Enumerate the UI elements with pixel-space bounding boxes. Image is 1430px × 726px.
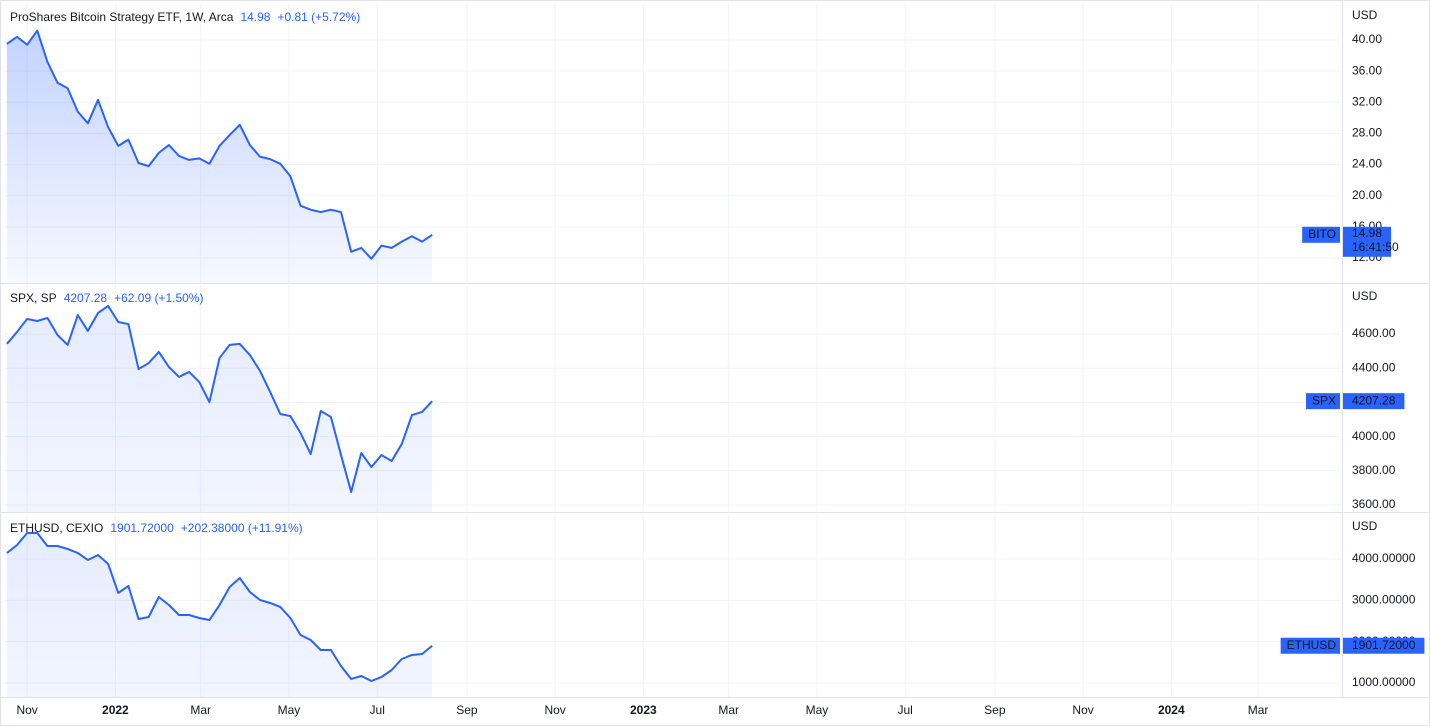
y-tick-label: 4000.00 <box>1352 429 1396 443</box>
price-line <box>6 531 433 682</box>
plots <box>6 29 433 697</box>
badge-price: 14.98 <box>1352 226 1382 240</box>
badge-price: 4207.28 <box>1352 393 1396 407</box>
y-tick-label: 20.00 <box>1352 188 1382 202</box>
price-change: +62.09 (+1.50%) <box>114 291 203 305</box>
x-tick-label: 2024 <box>1158 703 1185 717</box>
x-tick-label: Mar <box>1248 703 1269 717</box>
price-unit: USD <box>1352 8 1378 22</box>
badge-symbol-box <box>1302 226 1340 243</box>
y-tick-label: 1000.00000 <box>1352 675 1416 689</box>
price-change: +0.81 (+5.72%) <box>277 10 360 24</box>
y-tick-label: 40.00 <box>1352 32 1382 46</box>
area-fill <box>6 305 433 512</box>
price-line <box>6 304 433 493</box>
price-line <box>6 29 433 260</box>
y-tick-label: 36.00 <box>1352 63 1382 77</box>
price-unit: USD <box>1352 289 1378 303</box>
x-tick-label: 2023 <box>630 703 657 717</box>
x-tick-label: Sep <box>456 703 478 717</box>
symbol-title: SPX, SP <box>10 291 57 305</box>
x-tick-label: 2022 <box>102 703 129 717</box>
badge-price: 1901.72000 <box>1352 638 1416 652</box>
symbol-title: ETHUSD, CEXIO <box>10 521 103 535</box>
y-tick-label: 28.00 <box>1352 126 1382 140</box>
y-tick-label: 4000.00000 <box>1352 551 1416 565</box>
x-tick-label: Nov <box>1072 703 1093 717</box>
badge-symbol-box <box>1280 637 1340 654</box>
x-tick-label: Mar <box>190 703 211 717</box>
x-tick-label: Nov <box>16 703 37 717</box>
x-tick-label: Jul <box>370 703 385 717</box>
x-tick-label: Sep <box>984 703 1006 717</box>
x-tick-label: May <box>806 703 829 717</box>
y-tick-label: 32.00 <box>1352 94 1382 108</box>
area-fill <box>6 30 433 283</box>
series-legend: SPX, SP 4207.28 +62.09 (+1.50%) <box>10 291 203 305</box>
badge-price-box <box>1343 637 1425 654</box>
y-tick-label: 24.00 <box>1352 157 1382 171</box>
y-tick-label: 3600.00 <box>1352 497 1396 511</box>
countdown: 16:41:50 <box>1352 240 1399 254</box>
price-unit: USD <box>1352 519 1378 533</box>
last-price: 14.98 <box>240 10 270 24</box>
badge-symbol: BITO <box>1308 227 1336 241</box>
badge-symbol-box <box>1305 393 1340 410</box>
last-price: 1901.72000 <box>110 521 174 535</box>
price-change: +202.38000 (+11.91%) <box>181 521 303 535</box>
series-legend: ETHUSD, CEXIO 1901.72000 +202.38000 (+11.9… <box>10 521 303 535</box>
y-tick-label: 3800.00 <box>1352 463 1396 477</box>
last-price: 4207.28 <box>64 291 108 305</box>
badge-price-box <box>1343 393 1405 410</box>
x-tick-label: Mar <box>718 703 739 717</box>
x-tick-label: Jul <box>897 703 912 717</box>
badge-symbol: SPX <box>1312 393 1336 407</box>
y-tick-label: 4600.00 <box>1352 326 1396 340</box>
x-tick-label: Nov <box>544 703 565 717</box>
y-tick-label: 3000.00000 <box>1352 593 1416 607</box>
x-tick-label: May <box>278 703 301 717</box>
y-tick-label: 4400.00 <box>1352 360 1396 374</box>
badge-price-box <box>1343 226 1392 257</box>
symbol-title: ProShares Bitcoin Strategy ETF, 1W, Arca <box>10 10 234 24</box>
series-legend: ProShares Bitcoin Strategy ETF, 1W, Arca… <box>10 10 360 24</box>
area-fill <box>6 532 433 697</box>
badge-symbol: ETHUSD <box>1287 638 1337 652</box>
